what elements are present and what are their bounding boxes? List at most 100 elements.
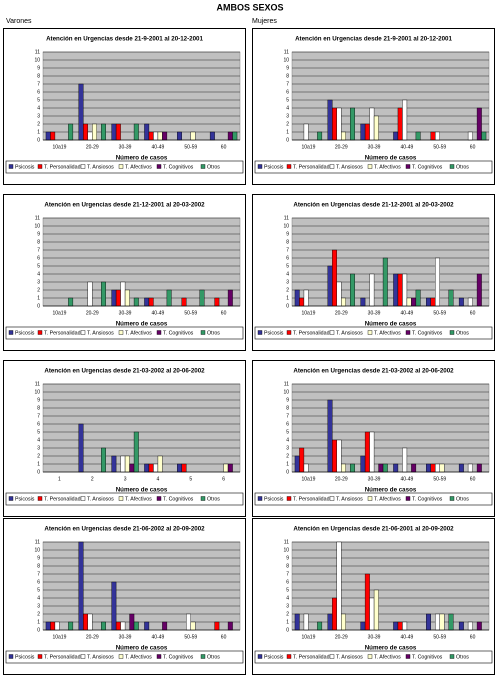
y-tick-label: 7 <box>37 247 40 253</box>
bar <box>78 83 84 141</box>
y-tick-label: 3 <box>286 279 289 285</box>
chart-title: Atención en Urgencias desde 21-9-2001 al… <box>46 36 203 43</box>
bar <box>327 613 333 631</box>
y-tick-label: 11 <box>35 49 40 55</box>
legend-swatch <box>37 496 43 501</box>
legend-swatch <box>286 164 292 169</box>
bar <box>336 107 342 141</box>
bar <box>369 273 375 307</box>
bar <box>327 99 333 141</box>
y-tick-label: 9 <box>37 555 40 561</box>
page-title: AMBOS SEXOS <box>216 2 283 12</box>
bar <box>411 297 417 307</box>
x-tick-label: 20-29 <box>86 144 99 150</box>
bar <box>148 297 154 307</box>
y-tick-label: 9 <box>286 231 289 237</box>
legend-label: T. Ansiosos <box>87 496 114 502</box>
plot-area <box>291 217 490 307</box>
bar <box>458 297 464 307</box>
bar <box>364 573 370 631</box>
legend-swatch <box>156 330 162 335</box>
bar <box>214 297 220 307</box>
y-tick-label: 10 <box>34 223 40 229</box>
y-tick-label: 6 <box>37 421 40 427</box>
bar <box>317 131 323 141</box>
bar <box>87 281 93 307</box>
y-tick-label: 6 <box>286 89 289 95</box>
bar <box>157 455 163 473</box>
bar <box>303 289 309 307</box>
x-tick-label: 6 <box>222 476 225 482</box>
bar <box>68 621 74 631</box>
legend-swatch <box>118 164 124 169</box>
x-tick-label: 60 <box>221 310 227 316</box>
legend-swatch <box>8 164 14 169</box>
x-tick-label: 40-49 <box>152 310 165 316</box>
y-tick-label: 10 <box>283 389 289 395</box>
legend-label: T. Ansiosos <box>336 654 363 660</box>
bar <box>426 297 431 307</box>
y-tick-label: 11 <box>284 215 289 221</box>
legend-swatch <box>449 330 455 335</box>
legend-label: T. Afectivos <box>125 164 152 170</box>
y-tick-label: 10 <box>283 57 289 63</box>
bar <box>227 289 233 307</box>
bar <box>111 581 117 631</box>
y-tick-label: 2 <box>286 611 289 617</box>
y-tick-label: 6 <box>37 89 40 95</box>
x-tick-label: 50-59 <box>433 144 446 150</box>
legend-label: Otros <box>207 496 220 502</box>
plot-area <box>291 51 490 141</box>
x-tick-label: 10a19 <box>301 476 315 482</box>
y-tick-label: 3 <box>286 445 289 451</box>
y-tick-label: 10 <box>34 547 40 553</box>
bar <box>426 463 431 473</box>
bar <box>186 613 191 631</box>
bar <box>78 423 84 473</box>
legend-swatch <box>257 654 263 659</box>
bar <box>369 107 375 141</box>
bar <box>181 463 187 473</box>
bar <box>369 431 375 473</box>
x-tick-label: 20-29 <box>335 144 348 150</box>
bar <box>111 123 117 141</box>
y-tick-label: 7 <box>37 413 40 419</box>
x-axis-label: Número de casos <box>365 155 417 162</box>
x-tick-label: 20-29 <box>335 310 348 316</box>
bar <box>227 131 233 141</box>
legend-label: Otros <box>456 164 469 170</box>
bar <box>332 107 337 141</box>
bar <box>115 123 121 141</box>
bar <box>54 621 60 631</box>
legend-label: T. Personalidad <box>293 164 330 170</box>
bar <box>327 265 333 307</box>
bar <box>144 297 150 307</box>
y-tick-label: 5 <box>286 97 289 103</box>
legend-swatch <box>329 164 335 169</box>
x-tick-label: 1 <box>58 476 61 482</box>
legend-label: Otros <box>207 654 220 660</box>
bar <box>177 463 182 473</box>
bar <box>92 123 97 141</box>
y-tick-label: 8 <box>286 73 289 79</box>
bar <box>227 621 233 631</box>
y-tick-label: 9 <box>286 65 289 71</box>
bar <box>435 257 440 307</box>
y-tick-label: 6 <box>37 579 40 585</box>
y-tick-label: 2 <box>37 121 40 127</box>
x-tick-label: 10a19 <box>52 310 66 316</box>
legend-swatch <box>449 164 455 169</box>
legend-label: T. Cognitivos <box>412 654 443 660</box>
legend-swatch <box>8 330 14 335</box>
legend-box <box>5 492 244 506</box>
y-tick-label: 5 <box>286 429 289 435</box>
x-tick-label: 5 <box>189 476 192 482</box>
bar <box>157 131 163 141</box>
legend-swatch <box>37 654 43 659</box>
y-tick-label: 11 <box>284 381 289 387</box>
bar <box>467 297 473 307</box>
legend-swatch <box>8 654 14 659</box>
legend-label: T. Personalidad <box>293 654 330 660</box>
bar <box>133 621 139 631</box>
legend-label: T. Ansiosos <box>87 654 114 660</box>
